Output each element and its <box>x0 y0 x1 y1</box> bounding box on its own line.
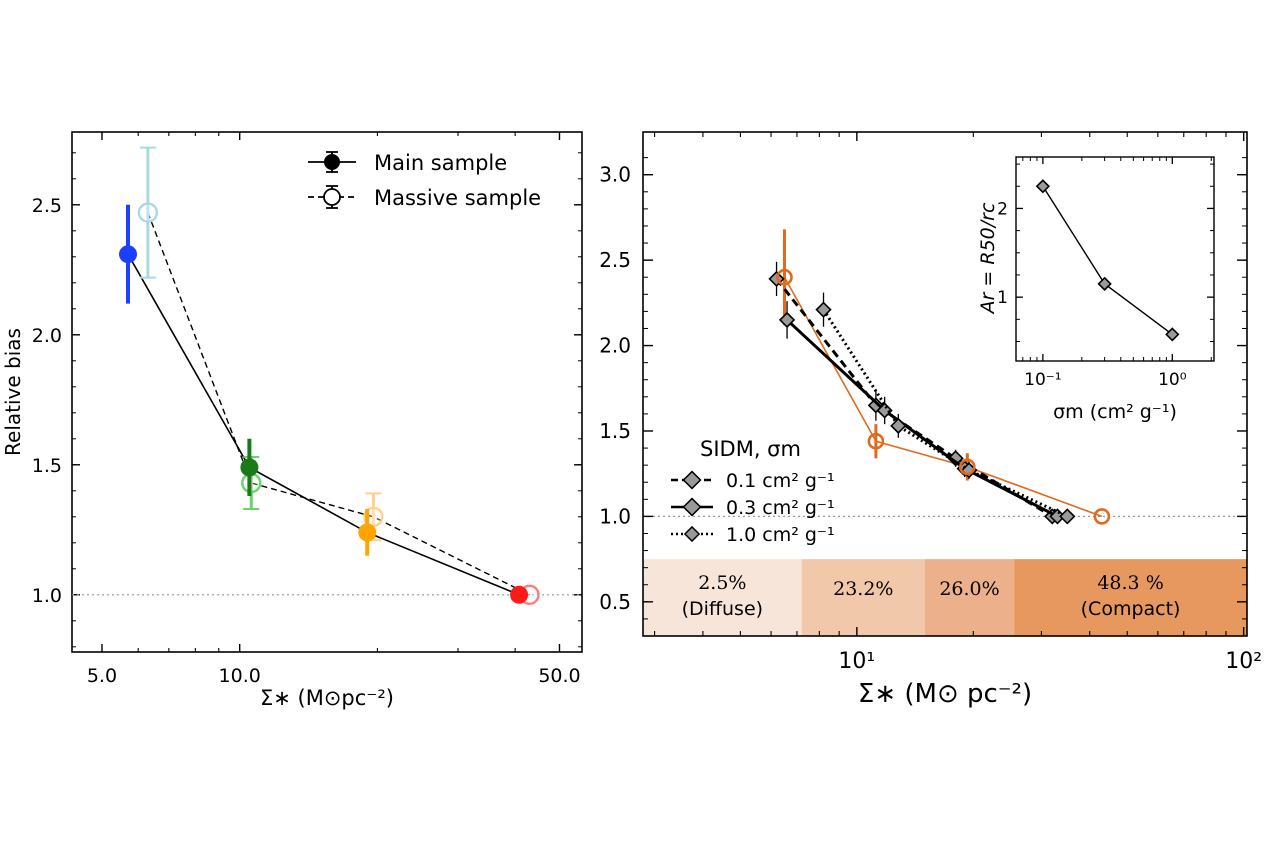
inset-y-axis-label: Ar = R50/rc <box>977 202 999 315</box>
y-tick-label: 0.5 <box>599 590 631 614</box>
sidm-point <box>1059 508 1076 525</box>
sidm-point <box>815 301 832 318</box>
legend-sidm03-label: 0.3 cm² g⁻¹ <box>726 497 835 519</box>
inset-series <box>1035 179 1180 342</box>
legend-main-label: Main sample <box>374 151 507 175</box>
inset-axis-ticks: 10⁻¹ 10⁰ 1 2 <box>997 157 1214 390</box>
inset-frame <box>1015 156 1215 362</box>
right-x-axis-label: Σ∗ (M⊙ pc⁻²) <box>858 679 1032 709</box>
left-x-axis-label: Σ∗ (M⊙pc⁻²) <box>260 686 394 710</box>
band-1 <box>801 559 925 636</box>
right-chart: 2.5% (Diffuse) 23.2% 26.0% 48.3 % (Compact) 1… <box>599 131 1262 709</box>
massive-point <box>137 202 159 223</box>
sidm-point <box>778 311 796 329</box>
legend-massive-label: Massive sample <box>374 186 541 210</box>
y-tick-label: 2.5 <box>599 248 631 272</box>
legend-massive-marker <box>323 188 341 206</box>
y-tick-label: 2.0 <box>599 334 631 358</box>
legend-sidm10-marker <box>683 525 701 543</box>
left-plot-frame <box>71 131 583 653</box>
inset-chart: 10⁻¹ 10⁰ 1 2 σm (cm² g⁻¹) Ar = R50/rc <box>977 156 1215 423</box>
x-tick-label: 10¹ <box>838 649 875 674</box>
right-fraction-bands: 2.5% (Diffuse) 23.2% 26.0% 48.3 % (Compact) <box>643 559 1247 636</box>
legend-sidm03-marker <box>682 497 702 517</box>
x-tick-label: 10² <box>1225 649 1262 674</box>
y-tick-label: 1.0 <box>599 504 631 528</box>
band-2 <box>924 559 1015 636</box>
main-line <box>127 253 520 596</box>
left-chart: 5.0 10.0 50.0 1.0 1.5 2.0 2.5 Σ∗ (M⊙pc⁻²) Rela… <box>1 131 583 710</box>
inset-point <box>1035 179 1051 194</box>
inset-y-tick-label: 1 <box>997 288 1008 308</box>
sidm-point <box>947 450 964 467</box>
band-label: (Compact) <box>1081 598 1181 620</box>
band-percent: 48.3 % <box>1097 572 1163 594</box>
legend-main-marker <box>324 154 340 170</box>
inset-x-axis-label: σm (cm² g⁻¹) <box>1053 401 1177 423</box>
left-legend: Main sample Massive sample <box>308 151 541 210</box>
sidm-point <box>890 417 907 434</box>
inset-x-tick-label: 10⁻¹ <box>1024 370 1061 390</box>
massive-line <box>147 212 530 596</box>
band-0 <box>643 559 802 636</box>
right-plot-frame <box>642 131 1248 637</box>
sidm-point <box>876 402 893 419</box>
legend-sidm01-label: 0.1 cm² g⁻¹ <box>726 470 835 492</box>
y-tick-label: 1.0 <box>32 585 62 607</box>
observed-point <box>867 432 885 450</box>
band-percent: 26.0% <box>939 578 999 600</box>
legend-sidm01-marker <box>682 470 702 490</box>
x-tick-label: 5.0 <box>87 665 117 687</box>
right-series <box>643 229 1247 525</box>
left-axis-ticks: 5.0 10.0 50.0 1.0 1.5 2.0 2.5 <box>32 132 582 687</box>
band-percent: 23.2% <box>833 578 893 600</box>
observed-point <box>959 458 976 476</box>
inset-point <box>1165 327 1180 342</box>
observed-point <box>1093 508 1111 525</box>
inset-point <box>1097 276 1112 291</box>
left-series <box>72 146 582 605</box>
legend-title: SIDM, σm <box>700 437 801 461</box>
sidm-line-2 <box>786 318 1059 518</box>
y-tick-label: 1.5 <box>32 455 62 477</box>
inset-x-tick-label: 10⁰ <box>1158 370 1187 390</box>
main-point <box>240 458 259 477</box>
main-point <box>510 585 529 604</box>
main-point <box>119 245 138 264</box>
band-percent: 2.5% <box>698 572 746 594</box>
band-label: (Diffuse) <box>682 598 763 620</box>
legend-sidm10-label: 1.0 cm² g⁻¹ <box>726 524 835 546</box>
y-tick-label: 1.5 <box>599 419 631 443</box>
right-axis-ticks: 10¹ 10² 0.5 1.0 1.5 2.0 2.5 3.0 <box>599 132 1262 674</box>
left-y-axis-label: Relative bias <box>1 328 25 456</box>
x-tick-label: 10.0 <box>219 665 261 687</box>
band-3 <box>1014 559 1247 636</box>
right-legend: SIDM, σm 0.1 cm² g⁻¹ 0.3 cm² g⁻¹ 1.0 cm²… <box>671 437 835 546</box>
y-tick-label: 2.5 <box>32 195 62 217</box>
inset-y-tick-label: 2 <box>997 199 1008 219</box>
y-tick-label: 3.0 <box>599 163 631 187</box>
y-tick-label: 2.0 <box>32 325 62 347</box>
main-point <box>358 523 377 542</box>
observed-point <box>776 268 793 286</box>
x-tick-label: 50.0 <box>538 665 580 687</box>
sidm-line-3 <box>822 308 1068 518</box>
